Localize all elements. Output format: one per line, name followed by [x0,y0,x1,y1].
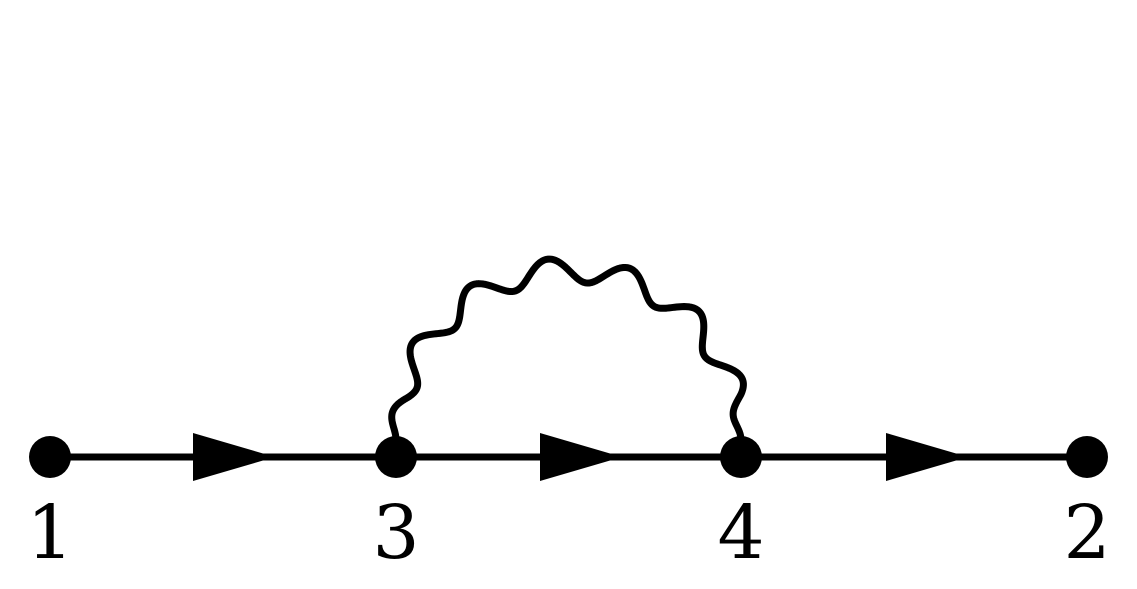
arrow-4-2 [886,433,968,481]
arrow-3-4 [540,433,622,481]
vertex-1 [29,436,71,478]
vertex-label-2: 2 [1063,490,1110,576]
vertex-4 [720,436,762,478]
vertex-label-3: 3 [372,490,419,576]
photon-propagator [392,259,744,457]
arrow-1-3 [193,433,275,481]
vertex-3 [375,436,417,478]
vertex-label-1: 1 [26,490,73,576]
vertex-label-4: 4 [717,490,764,576]
vertex-2 [1066,436,1108,478]
